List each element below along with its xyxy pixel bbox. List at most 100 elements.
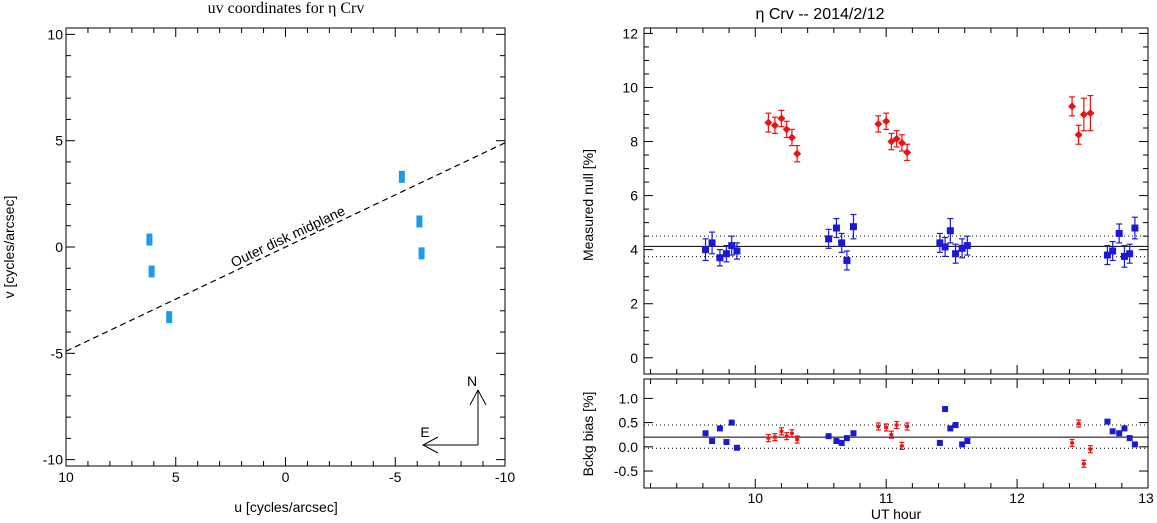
null-point bbox=[874, 119, 883, 128]
null-point bbox=[1103, 251, 1111, 259]
null-plot: η Crv -- 2014/2/12 0 2 4 6 8 10 12 Measured nu… bbox=[580, 6, 1149, 375]
null-point bbox=[892, 134, 901, 143]
null-point bbox=[849, 223, 857, 231]
null-point bbox=[946, 227, 954, 235]
null-point bbox=[825, 235, 833, 243]
null-point bbox=[1115, 229, 1123, 237]
uv-point bbox=[398, 170, 405, 183]
null-y-tick-label: 6 bbox=[630, 188, 638, 204]
bias-point bbox=[942, 406, 949, 413]
null-y-tick-label: 0 bbox=[630, 350, 638, 366]
uv-y-tick-label: -5 bbox=[51, 345, 64, 361]
uv-plot-title: uv coordinates for η Crv bbox=[208, 0, 365, 17]
ut-x-tick-label: 13 bbox=[1138, 490, 1154, 506]
bias-point bbox=[709, 438, 716, 445]
null-y-tick-label: 10 bbox=[622, 79, 638, 95]
null-point bbox=[733, 247, 741, 255]
null-point bbox=[882, 117, 891, 126]
null-point bbox=[897, 138, 906, 147]
bias-point bbox=[779, 429, 784, 433]
bias-point bbox=[889, 433, 894, 437]
bias-axis-ticks: 1.0 0.5 0.0 -0.5 10 11 12 13 bbox=[614, 379, 1154, 506]
null-point bbox=[1109, 247, 1117, 255]
uv-point bbox=[166, 311, 173, 324]
null-point bbox=[702, 246, 710, 254]
bias-point bbox=[1088, 447, 1093, 451]
null-y-axis-label: Measured null [%] bbox=[580, 149, 596, 261]
bias-point bbox=[1126, 435, 1133, 442]
null-point bbox=[832, 224, 840, 232]
null-point bbox=[1079, 110, 1088, 119]
bias-point bbox=[733, 444, 740, 451]
bias-point bbox=[1104, 418, 1111, 425]
uv-x-axis-label: u [cycles/arcsec] bbox=[234, 499, 337, 515]
bias-point bbox=[1081, 462, 1086, 466]
null-point bbox=[728, 242, 736, 250]
null-plot-frame bbox=[643, 27, 1149, 375]
null-point bbox=[1120, 252, 1128, 260]
null-point bbox=[782, 125, 791, 134]
bias-plot: 1.0 0.5 0.0 -0.5 10 11 12 13 Bckg bias [%] UT h… bbox=[580, 378, 1154, 522]
midplane-label: Outer disk midplane bbox=[228, 202, 348, 270]
bias-point bbox=[876, 424, 881, 428]
midplane-line bbox=[65, 142, 506, 352]
bias-point bbox=[843, 435, 850, 442]
null-axis-ticks: 0 2 4 6 8 10 12 bbox=[622, 25, 1149, 374]
ut-x-tick-label: 11 bbox=[879, 490, 894, 506]
bias-point bbox=[894, 423, 899, 427]
uv-x-tick-label: 5 bbox=[172, 469, 180, 485]
bias-point bbox=[905, 424, 910, 428]
bias-y-tick-label: 0.0 bbox=[619, 439, 639, 455]
bias-point bbox=[884, 425, 889, 429]
null-point bbox=[708, 239, 716, 247]
bias-point bbox=[936, 439, 943, 446]
compass-east-label: E bbox=[420, 424, 429, 440]
compass-north-head bbox=[469, 388, 487, 406]
uv-point bbox=[416, 215, 423, 228]
midplane-line-group: Outer disk midplane bbox=[65, 142, 506, 352]
null-y-tick-label: 12 bbox=[622, 25, 638, 41]
bias-point bbox=[716, 425, 723, 432]
null-y-tick-label: 8 bbox=[630, 134, 638, 150]
null-point bbox=[777, 114, 786, 123]
bias-point bbox=[838, 439, 845, 446]
uv-point bbox=[148, 265, 155, 278]
uv-y-tick-label: 0 bbox=[55, 239, 63, 255]
null-point bbox=[952, 250, 960, 258]
uv-y-tick-label: 10 bbox=[47, 26, 63, 42]
null-point bbox=[716, 254, 724, 262]
uv-x-tick-label: -5 bbox=[389, 469, 402, 485]
bias-point bbox=[772, 435, 777, 439]
uv-point bbox=[146, 233, 153, 246]
null-point bbox=[1126, 250, 1134, 258]
ut-x-tick-label: 10 bbox=[747, 490, 763, 506]
bias-point bbox=[899, 444, 904, 448]
null-point bbox=[770, 121, 779, 130]
bias-point bbox=[850, 430, 857, 437]
bias-point bbox=[947, 425, 954, 432]
bias-point bbox=[1131, 441, 1138, 448]
uv-y-tick-label: -10 bbox=[43, 452, 63, 468]
uv-point bbox=[418, 247, 425, 260]
null-point bbox=[903, 148, 912, 157]
null-point bbox=[793, 149, 802, 158]
bias-point bbox=[964, 438, 971, 445]
null-point bbox=[764, 118, 773, 127]
bias-point bbox=[723, 438, 730, 445]
bias-point bbox=[766, 436, 771, 440]
bias-y-tick-label: -0.5 bbox=[614, 463, 638, 479]
ut-x-axis-label: UT hour bbox=[871, 506, 922, 522]
bias-y-tick-label: 1.0 bbox=[619, 390, 639, 406]
ut-x-tick-label: 12 bbox=[1009, 490, 1025, 506]
null-point bbox=[838, 239, 846, 247]
null-point bbox=[1131, 224, 1139, 232]
bias-point bbox=[959, 441, 966, 448]
bias-point bbox=[833, 438, 840, 445]
null-point bbox=[941, 243, 949, 251]
bias-point bbox=[1109, 428, 1116, 435]
uv-x-tick-label: 0 bbox=[282, 469, 290, 485]
bias-points bbox=[702, 406, 1138, 468]
bias-point bbox=[789, 431, 794, 435]
